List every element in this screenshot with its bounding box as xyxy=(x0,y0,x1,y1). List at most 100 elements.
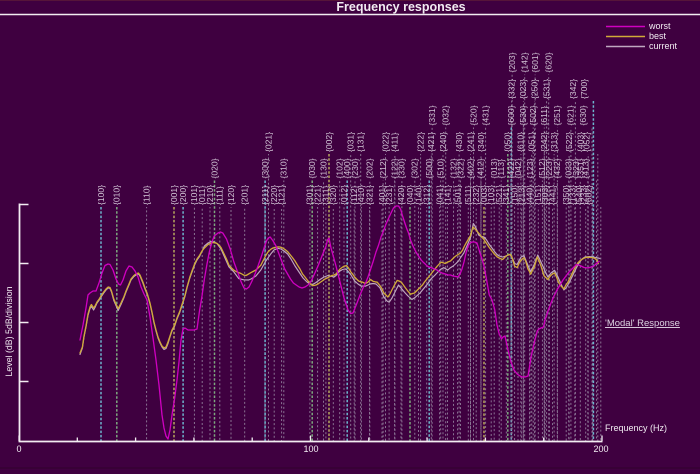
svg-text:{601}: {601} xyxy=(530,52,540,72)
svg-text:{540}: {540} xyxy=(574,185,584,205)
svg-text:100: 100 xyxy=(303,444,318,454)
svg-text:{151}: {151} xyxy=(533,185,543,205)
svg-text:{052}: {052} xyxy=(582,132,592,152)
svg-text:{422}: {422} xyxy=(506,158,516,178)
svg-text:{010}: {010} xyxy=(112,185,122,205)
svg-text:{430}: {430} xyxy=(454,132,464,152)
svg-text:{400}: {400} xyxy=(342,158,352,178)
svg-text:{312}: {312} xyxy=(422,185,432,205)
svg-text:{501}: {501} xyxy=(452,185,462,205)
svg-text:{630}: {630} xyxy=(578,105,588,125)
svg-text:{001}: {001} xyxy=(169,185,179,205)
svg-text:Frequency (Hz): Frequency (Hz) xyxy=(605,423,667,433)
svg-text:{210}: {210} xyxy=(205,185,215,205)
svg-text:{413}: {413} xyxy=(581,158,591,178)
svg-text:{042}: {042} xyxy=(513,158,523,178)
svg-text:{140}: {140} xyxy=(413,185,423,205)
svg-text:{611}: {611} xyxy=(539,106,549,126)
svg-text:{320}: {320} xyxy=(328,185,338,205)
svg-text:{510}: {510} xyxy=(436,158,446,178)
svg-text:{311}: {311} xyxy=(321,185,331,205)
svg-text:{141}: {141} xyxy=(442,185,452,205)
svg-text:{110}: {110} xyxy=(141,185,151,205)
svg-text:{241}: {241} xyxy=(465,132,475,152)
svg-text:{122}: {122} xyxy=(389,158,399,178)
svg-text:{310}: {310} xyxy=(279,158,289,178)
svg-text:{020}: {020} xyxy=(209,158,219,178)
svg-text:{150}: {150} xyxy=(509,185,519,205)
svg-text:200: 200 xyxy=(593,444,608,454)
svg-text:{123}: {123} xyxy=(525,158,535,178)
svg-text:{021}: {021} xyxy=(263,132,273,152)
svg-text:{031}: {031} xyxy=(346,132,356,152)
svg-text:{012}: {012} xyxy=(339,185,349,205)
svg-text:{101}: {101} xyxy=(189,185,199,205)
svg-text:{522}: {522} xyxy=(564,132,574,152)
svg-text:{511}: {511} xyxy=(463,185,473,205)
svg-text:{521}: {521} xyxy=(494,185,504,205)
svg-text:{200}: {200} xyxy=(178,185,188,205)
svg-text:{403}: {403} xyxy=(576,132,586,152)
svg-text:current: current xyxy=(649,41,678,51)
svg-text:{512}: {512} xyxy=(537,158,547,178)
svg-text:0: 0 xyxy=(16,444,21,454)
svg-text:{121}: {121} xyxy=(276,185,286,205)
svg-text:{321}: {321} xyxy=(364,185,374,205)
svg-text:{112}: {112} xyxy=(349,185,359,205)
svg-text:{051}: {051} xyxy=(527,132,537,152)
svg-text:{242}: {242} xyxy=(539,132,549,152)
svg-text:{340}: {340} xyxy=(476,132,486,152)
svg-text:{322}: {322} xyxy=(455,158,465,178)
svg-text:{421}: {421} xyxy=(426,132,436,152)
svg-text:{221}: {221} xyxy=(312,185,322,205)
svg-text:{032}: {032} xyxy=(441,105,451,125)
svg-text:{050}: {050} xyxy=(503,132,513,152)
svg-text:Frequency responses: Frequency responses xyxy=(336,0,465,14)
svg-text:Level (dB) 5dB/division: Level (dB) 5dB/division xyxy=(4,286,14,376)
svg-text:{300}: {300} xyxy=(260,158,270,178)
svg-text:{142}: {142} xyxy=(520,52,530,72)
svg-text:{440}: {440} xyxy=(524,185,534,205)
svg-text:{332}: {332} xyxy=(506,79,516,99)
svg-text:{331}: {331} xyxy=(427,105,437,125)
svg-text:{002}: {002} xyxy=(324,132,334,152)
svg-text:{232}: {232} xyxy=(471,185,481,205)
svg-text:{030}: {030} xyxy=(307,158,317,178)
svg-text:{531}: {531} xyxy=(541,79,551,99)
svg-text:{502}: {502} xyxy=(528,105,538,125)
svg-text:{302}: {302} xyxy=(410,158,420,178)
svg-text:{223}: {223} xyxy=(544,158,554,178)
svg-text:{213}: {213} xyxy=(517,185,527,205)
svg-text:{233}: {233} xyxy=(578,185,588,205)
svg-text:{222}: {222} xyxy=(415,132,425,152)
svg-text:{341}: {341} xyxy=(501,185,511,205)
svg-text:{100}: {100} xyxy=(96,185,106,205)
svg-text:{230}: {230} xyxy=(350,158,360,178)
svg-text:{003}: {003} xyxy=(479,185,489,205)
svg-text:{211}: {211} xyxy=(260,185,270,205)
svg-text:{240}: {240} xyxy=(438,132,448,152)
svg-text:{313}: {313} xyxy=(549,132,559,152)
svg-text:{303}: {303} xyxy=(540,185,550,205)
svg-text:{132}: {132} xyxy=(448,158,458,178)
svg-text:{103}: {103} xyxy=(486,185,496,205)
svg-text:{102}: {102} xyxy=(335,158,345,178)
svg-text:{201}: {201} xyxy=(240,185,250,205)
svg-text:{111}: {111} xyxy=(215,186,225,205)
svg-text:{610}: {610} xyxy=(516,132,526,152)
svg-text:{023}: {023} xyxy=(518,79,528,99)
svg-text:{220}: {220} xyxy=(269,185,279,205)
svg-text:{621}: {621} xyxy=(565,105,575,125)
svg-text:{520}: {520} xyxy=(468,105,478,125)
svg-text:{351}: {351} xyxy=(576,158,586,178)
svg-text:'Modal' Response: 'Modal' Response xyxy=(605,318,680,329)
svg-text:{130}: {130} xyxy=(318,158,328,178)
svg-text:best: best xyxy=(649,31,667,41)
svg-text:{013}: {013} xyxy=(489,158,499,178)
svg-text:{131}: {131} xyxy=(356,132,366,152)
svg-text:{113}: {113} xyxy=(496,159,506,179)
svg-text:{202}: {202} xyxy=(365,158,375,178)
svg-text:{431}: {431} xyxy=(480,105,490,125)
svg-text:{330}: {330} xyxy=(397,158,407,178)
svg-text:{120}: {120} xyxy=(226,185,236,205)
